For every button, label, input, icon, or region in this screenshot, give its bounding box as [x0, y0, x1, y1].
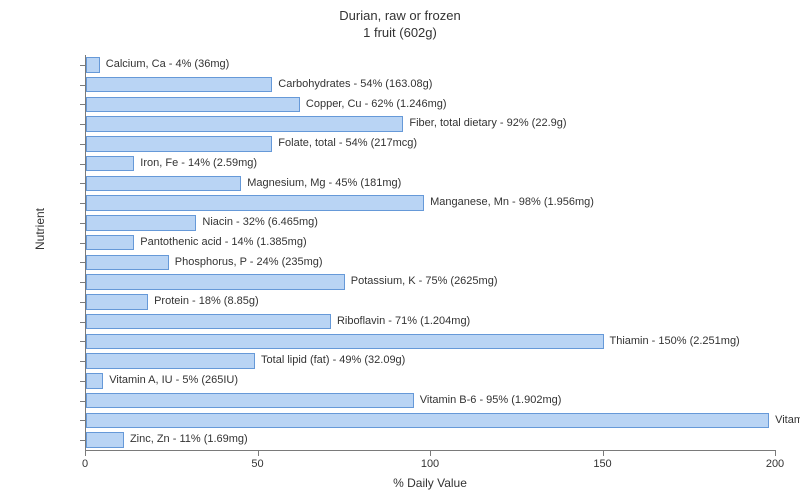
- bar-row: Riboflavin - 71% (1.204mg): [86, 312, 776, 332]
- nutrient-bar-label: Manganese, Mn - 98% (1.956mg): [424, 195, 594, 211]
- nutrient-bar-label: Calcium, Ca - 4% (36mg): [100, 57, 229, 73]
- bar-row: Niacin - 32% (6.465mg): [86, 213, 776, 233]
- x-axis: % Daily Value 050100150200: [85, 450, 775, 490]
- y-tick: [80, 243, 86, 244]
- nutrient-bar: [86, 136, 272, 152]
- y-tick: [80, 183, 86, 184]
- y-tick: [80, 262, 86, 263]
- nutrient-bar: [86, 413, 769, 429]
- x-tick-label: 50: [251, 458, 263, 470]
- x-tick-label: 100: [421, 458, 439, 470]
- nutrient-bar: [86, 116, 403, 132]
- y-tick: [80, 104, 86, 105]
- bar-row: Phosphorus, P - 24% (235mg): [86, 253, 776, 273]
- bar-row: Iron, Fe - 14% (2.59mg): [86, 154, 776, 174]
- nutrient-bar: [86, 215, 196, 231]
- plot-area: Calcium, Ca - 4% (36mg) Carbohydrates - 5…: [85, 55, 776, 451]
- nutrient-bar: [86, 57, 100, 73]
- bar-row: Copper, Cu - 62% (1.246mg): [86, 95, 776, 115]
- nutrient-bar: [86, 97, 300, 113]
- y-tick: [80, 203, 86, 204]
- nutrient-bar-label: Pantothenic acid - 14% (1.385mg): [134, 235, 306, 251]
- nutrient-bar: [86, 77, 272, 93]
- nutrient-bar: [86, 314, 331, 330]
- nutrient-bar: [86, 176, 241, 192]
- y-tick: [80, 124, 86, 125]
- nutrient-bar: [86, 373, 103, 389]
- x-tick: [775, 450, 776, 456]
- nutrient-bar: [86, 255, 169, 271]
- nutrient-bar: [86, 235, 134, 251]
- nutrient-bar: [86, 393, 414, 409]
- nutrient-bar-label: Vitamin C, total ascorbic acid - 198% (1…: [769, 413, 800, 429]
- nutrient-bar-label: Zinc, Zn - 11% (1.69mg): [124, 432, 248, 448]
- y-tick: [80, 164, 86, 165]
- nutrient-bar: [86, 432, 124, 448]
- y-tick: [80, 282, 86, 283]
- bar-row: Magnesium, Mg - 45% (181mg): [86, 174, 776, 194]
- x-axis-label: % Daily Value: [393, 476, 467, 490]
- nutrient-bar-label: Carbohydrates - 54% (163.08g): [272, 77, 432, 93]
- x-tick: [258, 450, 259, 456]
- x-tick: [603, 450, 604, 456]
- y-tick: [80, 302, 86, 303]
- y-tick: [80, 85, 86, 86]
- x-tick: [85, 450, 86, 456]
- nutrient-bar: [86, 195, 424, 211]
- bar-row: Fiber, total dietary - 92% (22.9g): [86, 114, 776, 134]
- chart-title-line2: 1 fruit (602g): [363, 25, 437, 40]
- nutrient-bar-label: Potassium, K - 75% (2625mg): [345, 274, 498, 290]
- nutrient-bar-label: Folate, total - 54% (217mcg): [272, 136, 417, 152]
- x-tick: [430, 450, 431, 456]
- nutrient-bar-label: Vitamin B-6 - 95% (1.902mg): [414, 393, 562, 409]
- nutrient-bar-label: Fiber, total dietary - 92% (22.9g): [403, 116, 566, 132]
- y-axis-label: Nutrient: [33, 208, 47, 250]
- bar-row: Pantothenic acid - 14% (1.385mg): [86, 233, 776, 253]
- nutrient-bar: [86, 294, 148, 310]
- y-tick: [80, 420, 86, 421]
- bar-row: Vitamin A, IU - 5% (265IU): [86, 371, 776, 391]
- nutrient-bar-label: Iron, Fe - 14% (2.59mg): [134, 156, 257, 172]
- y-tick: [80, 361, 86, 362]
- y-tick: [80, 381, 86, 382]
- y-tick: [80, 144, 86, 145]
- nutrient-bar-label: Copper, Cu - 62% (1.246mg): [300, 97, 447, 113]
- bar-row: Folate, total - 54% (217mcg): [86, 134, 776, 154]
- y-tick: [80, 65, 86, 66]
- nutrient-bar-label: Thiamin - 150% (2.251mg): [604, 334, 740, 350]
- nutrient-bar-label: Total lipid (fat) - 49% (32.09g): [255, 353, 405, 369]
- bar-row: Vitamin C, total ascorbic acid - 198% (1…: [86, 411, 776, 431]
- chart-title-line1: Durian, raw or frozen: [339, 8, 460, 23]
- bar-row: Carbohydrates - 54% (163.08g): [86, 75, 776, 95]
- bar-row: Vitamin B-6 - 95% (1.902mg): [86, 391, 776, 411]
- bar-row: Zinc, Zn - 11% (1.69mg): [86, 430, 776, 450]
- nutrient-chart: Durian, raw or frozen 1 fruit (602g) Nut…: [0, 0, 800, 500]
- y-tick: [80, 440, 86, 441]
- nutrient-bar-label: Vitamin A, IU - 5% (265IU): [103, 373, 238, 389]
- y-tick: [80, 401, 86, 402]
- nutrient-bar: [86, 353, 255, 369]
- bar-row: Potassium, K - 75% (2625mg): [86, 272, 776, 292]
- nutrient-bar-label: Protein - 18% (8.85g): [148, 294, 259, 310]
- x-tick-label: 150: [593, 458, 611, 470]
- nutrient-bar-label: Phosphorus, P - 24% (235mg): [169, 255, 323, 271]
- chart-title: Durian, raw or frozen 1 fruit (602g): [0, 0, 800, 42]
- nutrient-bar-label: Riboflavin - 71% (1.204mg): [331, 314, 470, 330]
- bar-row: Manganese, Mn - 98% (1.956mg): [86, 193, 776, 213]
- nutrient-bar: [86, 334, 604, 350]
- bar-row: Thiamin - 150% (2.251mg): [86, 332, 776, 352]
- nutrient-bar-label: Magnesium, Mg - 45% (181mg): [241, 176, 401, 192]
- bar-row: Total lipid (fat) - 49% (32.09g): [86, 351, 776, 371]
- y-tick: [80, 322, 86, 323]
- x-tick-label: 200: [766, 458, 784, 470]
- nutrient-bar: [86, 274, 345, 290]
- y-tick: [80, 341, 86, 342]
- nutrient-bar-label: Niacin - 32% (6.465mg): [196, 215, 318, 231]
- y-tick: [80, 223, 86, 224]
- x-tick-label: 0: [82, 458, 88, 470]
- bar-row: Calcium, Ca - 4% (36mg): [86, 55, 776, 75]
- nutrient-bar: [86, 156, 134, 172]
- bar-row: Protein - 18% (8.85g): [86, 292, 776, 312]
